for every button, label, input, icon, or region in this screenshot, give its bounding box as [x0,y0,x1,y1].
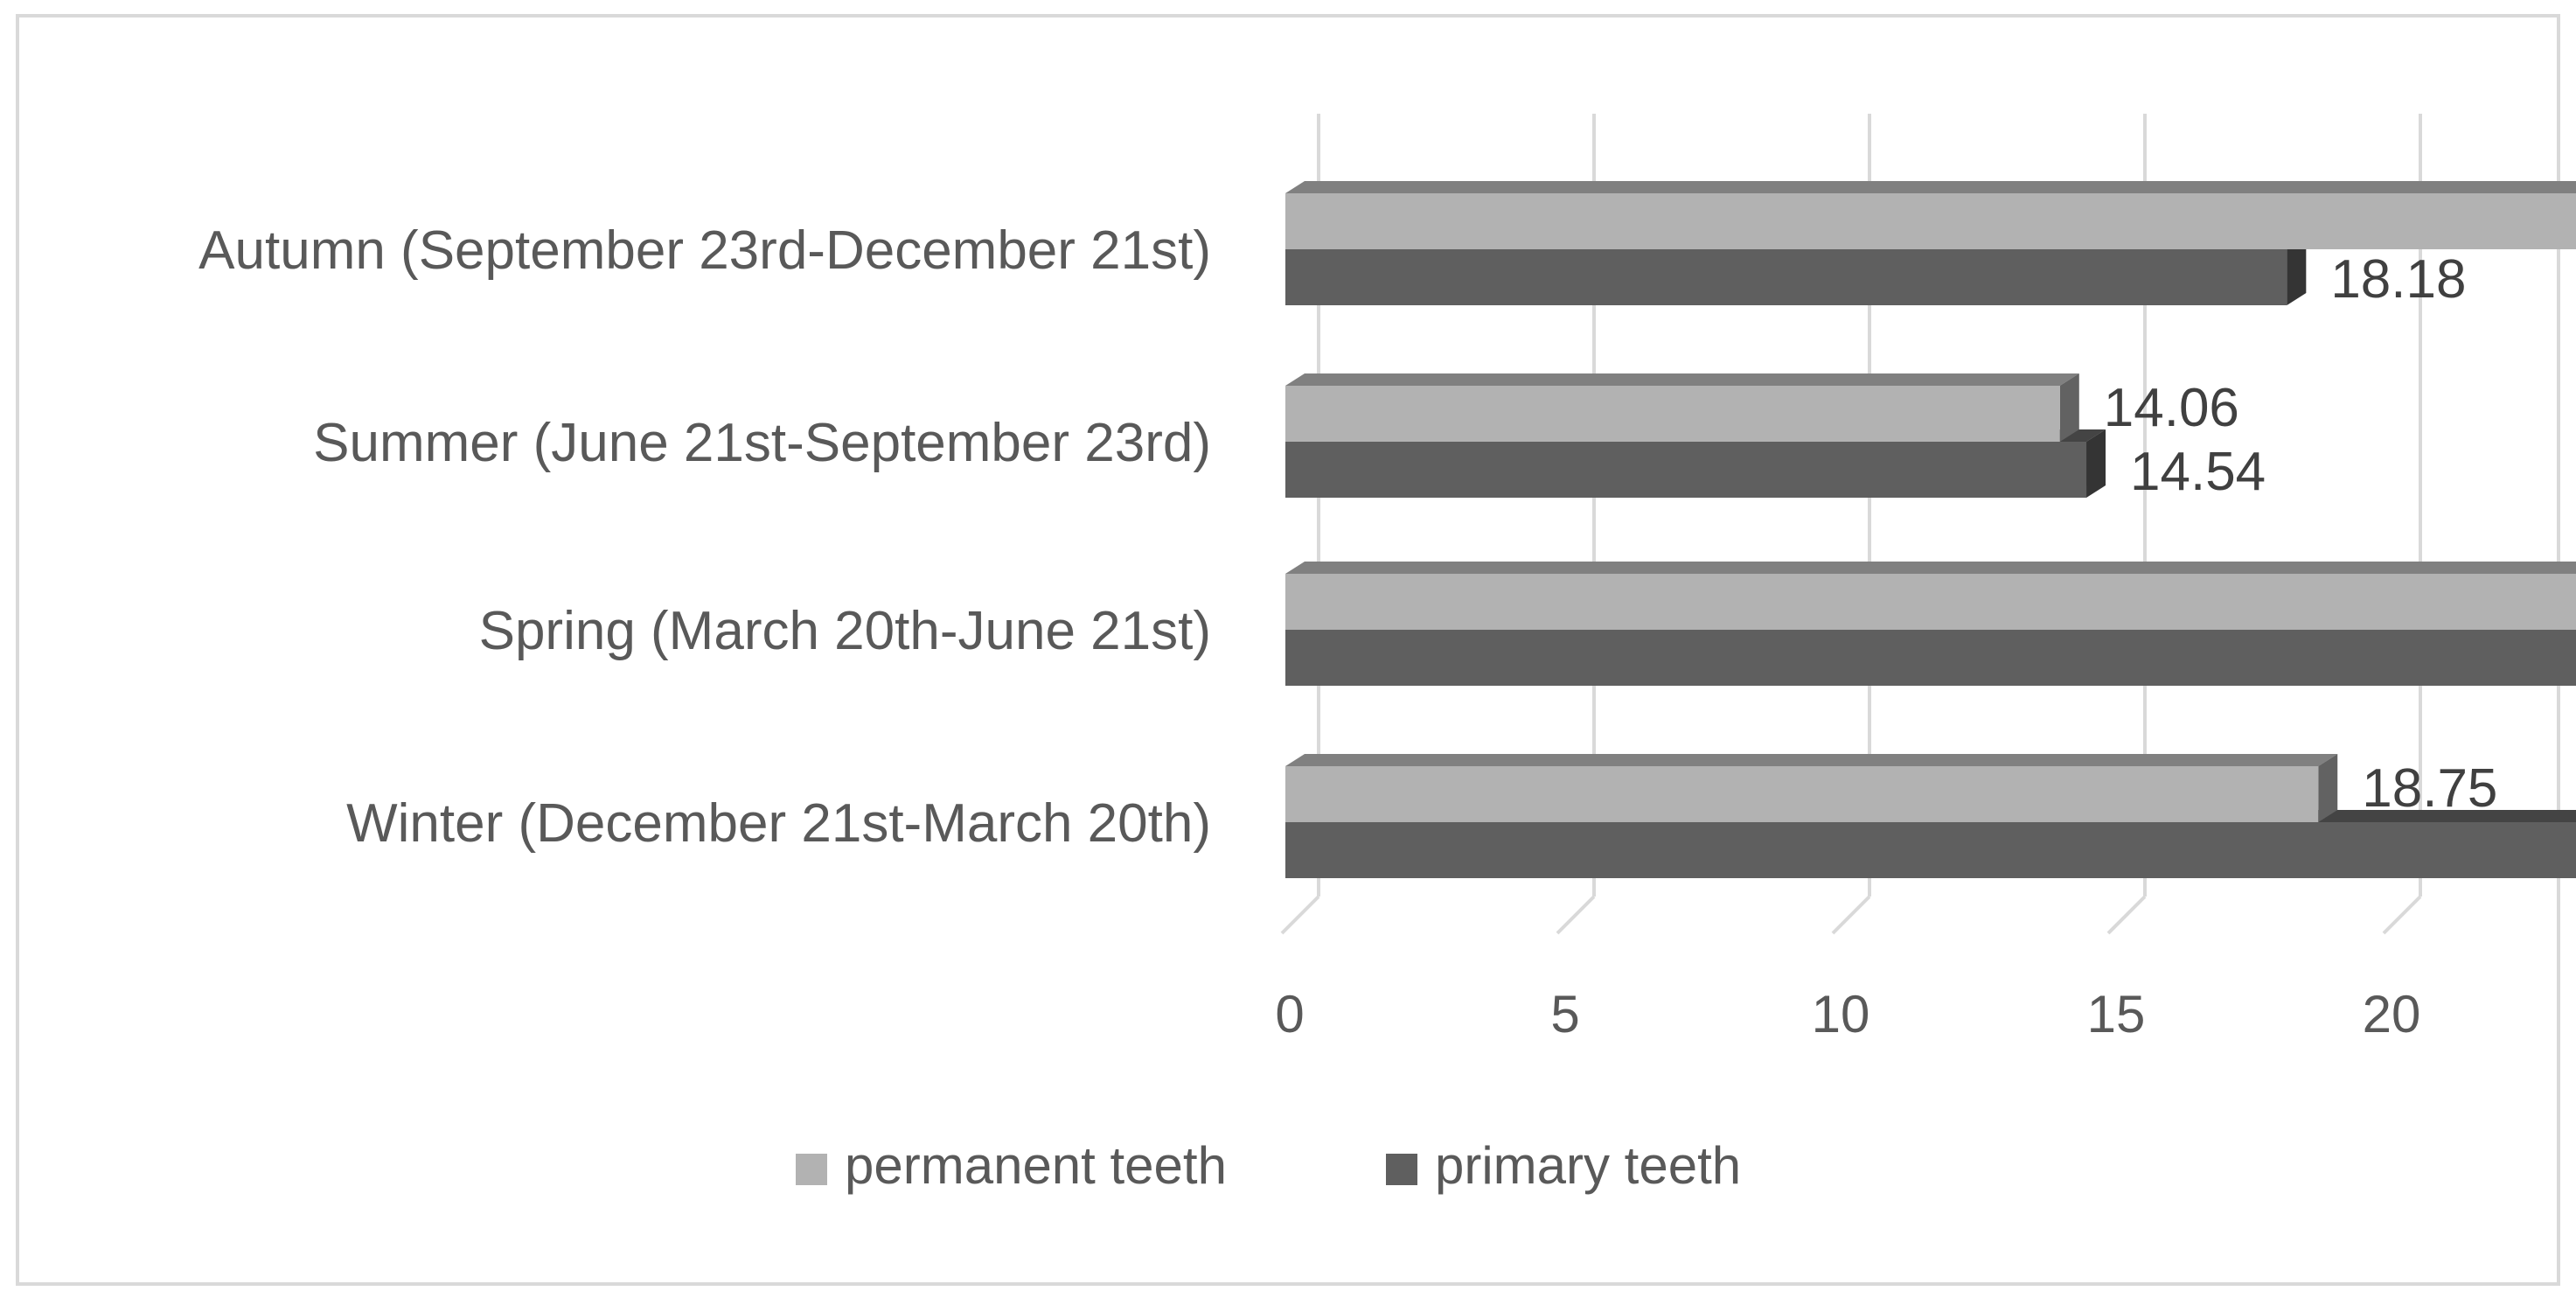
category-label: Autumn (September 23rd-December 21st) [198,220,1211,281]
bar-side-face [2318,754,2338,822]
x-tick-label: 10 [1812,985,1870,1043]
bar-top-face [1285,181,2576,193]
gridline-floor [1280,895,1320,935]
bar-permanent-teeth [1285,562,2576,630]
bar-side-face [2059,373,2079,442]
legend-swatch [796,1154,827,1185]
bar-front-face [1285,442,2087,498]
data-label: 14.54 [2130,442,2266,502]
data-label: 18.18 [2330,249,2466,310]
bar-side-face [2086,429,2106,498]
gridline-floor [2382,895,2422,935]
gridline-floor [1831,895,1871,935]
bar-front-face [1285,766,2319,822]
bar-front-face [1285,574,2576,630]
category-label: Winter (December 21st-March 20th) [346,793,1211,854]
bar-permanent-teeth [1285,181,2576,249]
x-tick-label: 15 [2087,985,2146,1043]
gridline-floor [2106,895,2147,935]
data-label: 14.06 [2104,378,2239,438]
bar-top-face [1285,373,2079,386]
bar-front-face [1285,249,2287,305]
legend-item: primary teeth [1386,1136,1741,1195]
x-tick-label: 0 [1275,985,1304,1043]
legend-swatch [1386,1154,1417,1185]
bar-front-face [1285,193,2576,249]
data-label: 18.75 [2362,758,2497,819]
bar-front-face [1285,822,2576,878]
x-tick-label: 5 [1550,985,1579,1043]
bar-side-face [2287,237,2307,305]
bar-permanent-teeth [1285,754,2338,822]
bar-permanent-teeth [1285,373,2079,442]
legend-label: primary teeth [1435,1136,1741,1195]
bar-front-face [1285,386,2060,442]
x-tick-label: 20 [2363,985,2421,1043]
bar-top-face [1285,754,2338,766]
bar-front-face [1285,630,2576,686]
gridline-floor [1556,895,1596,935]
category-label: Summer (June 21st-September 23rd) [313,413,1211,473]
category-label: Spring (March 20th-June 21st) [479,601,1211,661]
bar-top-face [1285,562,2576,574]
legend-item: permanent teeth [796,1136,1227,1195]
legend-label: permanent teeth [845,1136,1227,1195]
